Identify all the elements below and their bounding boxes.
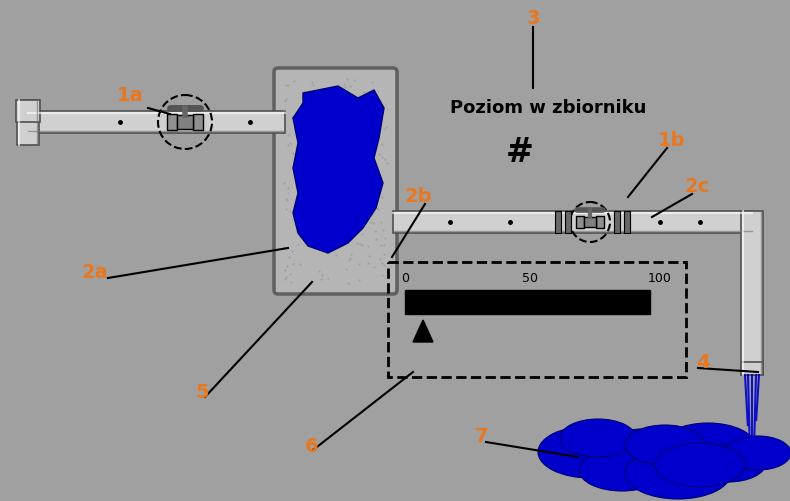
Text: 50: 50: [522, 272, 538, 285]
Text: 6: 6: [305, 437, 319, 456]
Polygon shape: [596, 216, 604, 228]
Polygon shape: [193, 114, 203, 130]
Polygon shape: [576, 216, 584, 228]
Polygon shape: [624, 211, 630, 233]
Ellipse shape: [625, 447, 731, 499]
Ellipse shape: [660, 423, 756, 471]
Bar: [405, 290, 650, 314]
Text: #: #: [506, 135, 534, 168]
Polygon shape: [17, 100, 39, 145]
Text: 2a: 2a: [81, 263, 108, 282]
Polygon shape: [393, 211, 752, 233]
Ellipse shape: [725, 436, 790, 470]
Polygon shape: [584, 217, 596, 227]
Polygon shape: [177, 115, 193, 129]
Text: 5: 5: [195, 382, 209, 401]
Text: 100: 100: [648, 272, 672, 285]
Text: 1a: 1a: [117, 86, 143, 105]
Polygon shape: [555, 211, 561, 233]
Text: 2c: 2c: [684, 177, 709, 196]
Text: Poziom w zbiorniku: Poziom w zbiorniku: [450, 99, 646, 117]
Text: 1b: 1b: [658, 130, 686, 149]
Polygon shape: [28, 111, 285, 133]
Text: 4: 4: [696, 353, 709, 372]
Polygon shape: [167, 114, 177, 130]
Text: 3: 3: [526, 9, 540, 28]
Ellipse shape: [538, 426, 642, 478]
FancyBboxPatch shape: [274, 68, 397, 294]
Polygon shape: [293, 86, 384, 253]
Text: 0: 0: [401, 272, 409, 285]
Polygon shape: [565, 211, 571, 233]
Ellipse shape: [560, 419, 636, 457]
Polygon shape: [741, 211, 763, 375]
Polygon shape: [741, 362, 763, 375]
Text: 2b: 2b: [404, 187, 432, 206]
Ellipse shape: [579, 449, 665, 491]
Ellipse shape: [655, 443, 745, 487]
Polygon shape: [614, 211, 620, 233]
Text: 7: 7: [476, 427, 489, 446]
Ellipse shape: [690, 444, 766, 482]
Ellipse shape: [625, 425, 705, 465]
Ellipse shape: [582, 429, 708, 487]
Polygon shape: [16, 100, 40, 122]
Polygon shape: [413, 320, 433, 342]
